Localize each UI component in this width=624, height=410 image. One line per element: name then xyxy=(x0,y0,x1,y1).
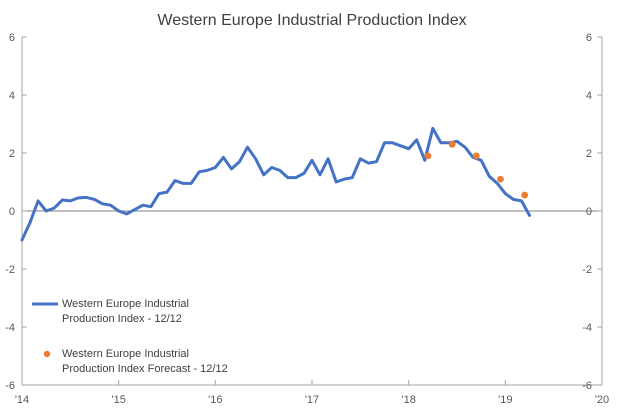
forecast-point xyxy=(424,152,432,160)
legend: Western Europe Industrial Production Ind… xyxy=(32,298,228,375)
forecast-point xyxy=(448,140,456,148)
series-line-production-index xyxy=(20,126,531,242)
forecast-point xyxy=(497,175,504,183)
x-tick-label: '15 xyxy=(111,394,125,406)
y-tick-label-left: -2 xyxy=(5,264,15,276)
y-tick-label-right: 6 xyxy=(586,32,592,44)
y-tick-label-right: 0 xyxy=(586,206,592,218)
y-tick-label-right: -4 xyxy=(582,322,592,334)
forecast-point xyxy=(521,191,529,199)
y-tick-label-left: 4 xyxy=(9,90,15,102)
y-tick-label-left: 0 xyxy=(9,206,15,218)
y-tick-label-right: -6 xyxy=(582,380,592,392)
x-tick-label: '14 xyxy=(15,394,29,406)
x-tick-label: '20 xyxy=(595,394,609,406)
y-tick-label-right: 2 xyxy=(586,148,592,160)
y-tick-label-right: -2 xyxy=(582,264,592,276)
y-tick-label-left: 6 xyxy=(9,32,15,44)
legend-label-line1: Western Europe Industrial xyxy=(62,298,189,310)
series-layer xyxy=(20,126,531,242)
forecast-point xyxy=(472,152,480,160)
y-tick-label-left: 2 xyxy=(9,148,15,160)
x-tick-label: '16 xyxy=(208,394,222,406)
chart-title: Western Europe Industrial Production Ind… xyxy=(157,12,466,29)
x-tick-label: '19 xyxy=(498,394,512,406)
y-tick-label-left: -6 xyxy=(5,380,15,392)
legend-label-line2: Production Index - 12/12 xyxy=(62,313,182,325)
legend-label-line2: Production Index Forecast - 12/12 xyxy=(62,363,228,375)
legend-label-line1: Western Europe Industrial xyxy=(62,348,189,360)
y-tick-label-right: 4 xyxy=(586,90,592,102)
x-tick-label: '17 xyxy=(305,394,319,406)
x-tick-label: '18 xyxy=(401,394,415,406)
legend-dot-swatch xyxy=(43,350,51,358)
y-tick-label-left: -4 xyxy=(5,322,15,334)
